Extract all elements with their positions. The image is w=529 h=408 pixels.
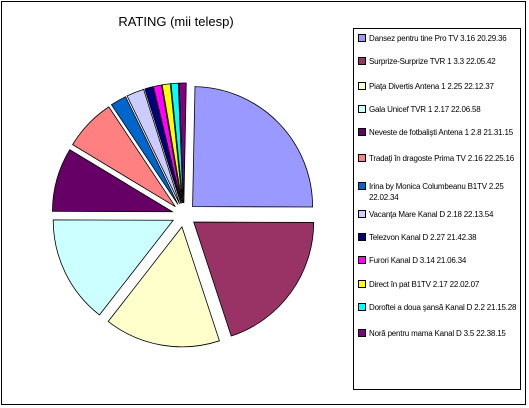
legend-swatch (358, 233, 366, 241)
pie-slice (72, 106, 176, 208)
legend-swatch (358, 210, 366, 218)
pie-slice (152, 84, 182, 204)
pie-slice (170, 82, 184, 204)
legend-label: Furori Kanal D 3.14 21.06.34 (369, 256, 467, 265)
legend-label: Dansez pentru tine Pro TV 3.16 20.29.36 (369, 34, 507, 43)
chart-title: RATING (mii telesp) (118, 14, 234, 29)
legend-label: Tradaţi în dragoste Prima TV 2.16 22.25.… (369, 154, 515, 163)
legend-swatch (358, 82, 366, 90)
pie-slice (193, 221, 315, 337)
pie-slice (161, 83, 183, 204)
legend-label: Piaţa Divertis Antena 1 2.25 22.12.37 (369, 82, 494, 91)
pie-slice (178, 82, 187, 204)
legend-label: Surprize-Surprize TVR 1 3.3 22.05.42 (369, 57, 496, 66)
legend-swatch (358, 280, 366, 288)
legend-swatch (358, 303, 366, 311)
legend-label: Telezvon Kanal D 2.27 21.42.38 (369, 233, 477, 242)
legend-swatch (358, 57, 366, 65)
pie-slice (107, 225, 220, 348)
legend-swatch (358, 329, 366, 337)
legend-swatch (358, 34, 366, 42)
legend-swatch (358, 154, 366, 162)
legend-label: Doroftei a doua şansă Kanal D 2.2 21.15.… (369, 303, 517, 312)
legend-label: Vacanţa Mare Kanal D 2.18 22.13.54 (369, 210, 494, 219)
legend-label: Gala Unicef TVR 1 2.17 22.06.58 (369, 105, 481, 114)
pie-slice (144, 86, 182, 204)
legend-label: Neveste de fotbalişti Antena 1 2.8 21.31… (369, 128, 513, 137)
pie-chart (52, 82, 315, 348)
pie-slice (52, 149, 174, 213)
chart-legend: Dansez pentru tine Pro TV 3.16 20.29.36 S… (353, 28, 521, 390)
legend-label: Irina by Monica Columbeanu B1TV 2.25 22.… (369, 182, 504, 202)
legend-swatch (358, 128, 366, 136)
legend-swatch (358, 105, 366, 113)
pie-slice (110, 96, 179, 205)
pie-slice (126, 88, 180, 205)
legend-label: Direct în pat B1TV 2.17 22.02.07 (369, 280, 480, 289)
legend-label: Noră pentru mama Kanal D 3.5 22.38.15 (369, 329, 506, 338)
pie-slice (192, 86, 313, 208)
legend-swatch (358, 182, 366, 190)
pie-slice (52, 219, 175, 316)
legend-swatch (358, 256, 366, 264)
